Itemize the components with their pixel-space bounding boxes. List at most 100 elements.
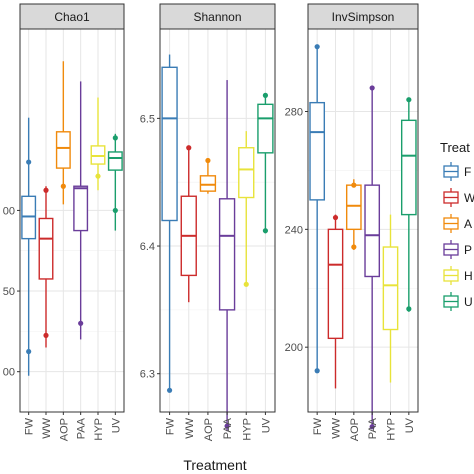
box-aop bbox=[55, 61, 71, 205]
plot-background bbox=[308, 29, 418, 412]
x-tick-label: HYP bbox=[386, 418, 398, 441]
box-paa bbox=[218, 80, 236, 432]
plot-background bbox=[160, 29, 275, 412]
outlier-point bbox=[369, 424, 375, 430]
box-fw bbox=[309, 44, 326, 374]
legend-label: P bbox=[464, 243, 472, 257]
box-iqr bbox=[55, 131, 71, 169]
x-tick-label: AOP bbox=[349, 418, 361, 441]
facet-strip bbox=[307, 3, 419, 30]
legend-key-fw: F bbox=[443, 162, 471, 181]
outlier-point bbox=[262, 228, 269, 234]
box-ww bbox=[327, 214, 344, 389]
box-iqr bbox=[21, 195, 37, 240]
box-iqr bbox=[238, 147, 255, 199]
outlier-point bbox=[351, 182, 357, 188]
x-tick-label: WW bbox=[184, 417, 196, 438]
box-fw bbox=[161, 54, 178, 393]
y-tick-label: 00 bbox=[3, 205, 15, 217]
panel-chao1: Chao1 00 50 00 FW WW AOP PAA HYP UV bbox=[3, 3, 125, 441]
x-tick-label: FW bbox=[24, 417, 36, 435]
box-iqr bbox=[309, 101, 326, 201]
x-tick-label: HYP bbox=[93, 418, 105, 441]
y-tick-label: 00 bbox=[3, 367, 15, 379]
outlier-point bbox=[332, 214, 339, 221]
outlier-point bbox=[60, 183, 66, 189]
box-iqr bbox=[257, 103, 274, 154]
facet-title: Shannon bbox=[193, 10, 241, 24]
x-tick-label: PAA bbox=[367, 417, 379, 439]
panel-border bbox=[19, 28, 125, 413]
y-tick-label: 200 bbox=[285, 342, 303, 354]
box-uv bbox=[107, 133, 123, 231]
box-iqr bbox=[364, 184, 381, 278]
box-hyp bbox=[382, 214, 399, 383]
box-ww bbox=[180, 145, 197, 303]
box-aop bbox=[345, 179, 362, 250]
box-iqr bbox=[382, 246, 399, 331]
legend-key-aop: A bbox=[443, 214, 472, 233]
x-tick-label: UV bbox=[404, 417, 416, 433]
x-tick-label: AOP bbox=[58, 418, 70, 441]
outlier-point bbox=[112, 135, 118, 141]
outlier-point bbox=[43, 332, 49, 338]
outlier-point bbox=[43, 187, 49, 193]
y-tick-label: 50 bbox=[3, 286, 15, 298]
facet-title: Chao1 bbox=[54, 10, 90, 24]
box-paa bbox=[364, 85, 381, 430]
x-tick-label: PAA bbox=[222, 417, 234, 439]
x-tick-label: FW bbox=[165, 417, 177, 435]
outlier-point bbox=[166, 387, 173, 393]
box-aop bbox=[199, 157, 217, 194]
outlier-point bbox=[112, 207, 118, 214]
outlier-point bbox=[314, 44, 320, 50]
box-uv bbox=[257, 92, 274, 234]
box-iqr bbox=[73, 185, 89, 232]
x-tick-label: WW bbox=[331, 417, 343, 438]
outlier-point bbox=[26, 348, 32, 355]
y-tick-label: 6.3 bbox=[140, 369, 155, 381]
box-hyp bbox=[90, 97, 106, 191]
outlier-point bbox=[26, 159, 32, 165]
outlier-point bbox=[369, 85, 375, 91]
box-iqr bbox=[199, 175, 217, 192]
y-tick-label: 6.4 bbox=[140, 241, 155, 253]
facet-title: InvSimpson bbox=[332, 10, 395, 24]
box-iqr bbox=[107, 151, 123, 171]
panel-border bbox=[307, 28, 419, 413]
outlier-point bbox=[78, 320, 84, 326]
outlier-point bbox=[186, 145, 192, 151]
outlier-point bbox=[351, 244, 357, 250]
box-hyp bbox=[238, 131, 255, 287]
panel-shannon: Shannon 6.3 6.4 6.5 FW WW AOP PAA HYP UV bbox=[140, 3, 276, 441]
x-tick-label: AOP bbox=[203, 418, 215, 441]
outlier-point bbox=[406, 306, 412, 312]
x-tick-label: FW bbox=[312, 417, 324, 435]
panel-invsimpson: InvSimpson 200 240 280 FW WW AOP PAA HYP UV bbox=[285, 3, 419, 441]
box-iqr bbox=[38, 217, 54, 280]
legend-label: W bbox=[464, 191, 474, 205]
x-tick-label: UV bbox=[110, 417, 122, 433]
facet-strip bbox=[159, 3, 276, 30]
panel-border bbox=[159, 28, 276, 413]
legend-label: A bbox=[464, 217, 472, 231]
x-tick-label: UV bbox=[260, 417, 272, 433]
y-tick-label: 280 bbox=[285, 106, 303, 118]
box-iqr bbox=[161, 66, 178, 222]
legend-label: U bbox=[464, 295, 473, 309]
outlier-point bbox=[243, 281, 249, 287]
outlier-point bbox=[406, 97, 412, 103]
legend-key-paa: P bbox=[443, 240, 472, 259]
outlier-point bbox=[95, 173, 101, 179]
outlier-point bbox=[262, 92, 269, 98]
outlier-point bbox=[224, 423, 230, 429]
box-iqr bbox=[218, 198, 236, 311]
y-tick-label: 6.5 bbox=[140, 113, 155, 125]
outlier-point bbox=[314, 368, 320, 374]
x-tick-label: PAA bbox=[76, 417, 88, 439]
x-tick-label: WW bbox=[41, 417, 53, 438]
legend-key-ww: W bbox=[443, 188, 474, 207]
box-iqr bbox=[90, 145, 106, 165]
x-tick-label: HYP bbox=[241, 418, 253, 441]
